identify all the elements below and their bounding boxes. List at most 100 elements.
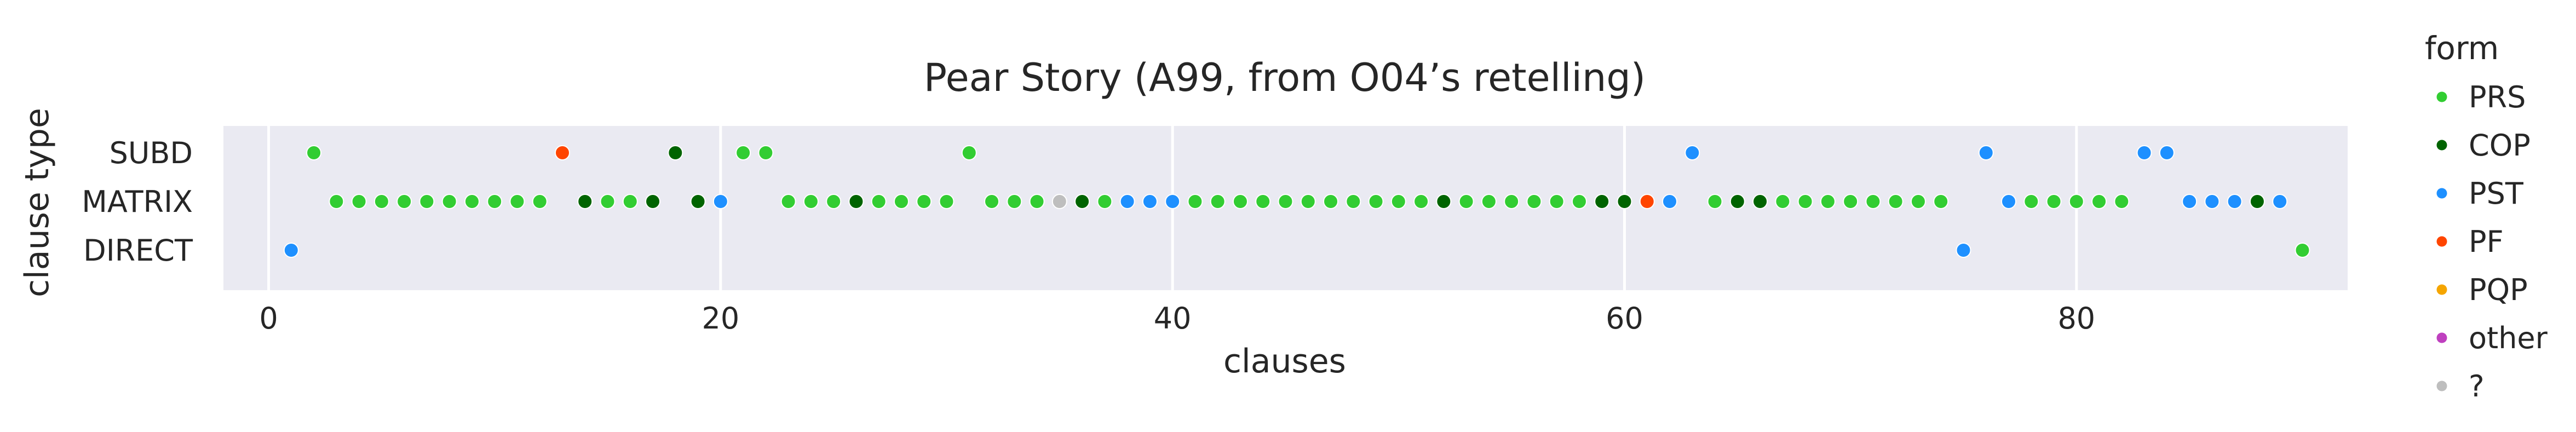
data-point — [780, 194, 796, 209]
data-point — [1865, 194, 1881, 209]
data-point — [1007, 194, 1022, 209]
data-point — [826, 194, 842, 209]
data-point — [2159, 145, 2175, 160]
data-point — [1729, 194, 1745, 209]
x-tick-label: 40 — [1154, 301, 1192, 336]
data-point — [2046, 194, 2062, 209]
y-tick-label: MATRIX — [82, 185, 193, 219]
data-point — [2227, 194, 2242, 209]
data-point — [803, 194, 819, 209]
data-points — [283, 145, 2310, 258]
data-point — [1910, 194, 1926, 209]
data-point — [351, 194, 367, 209]
data-point — [1775, 194, 1791, 209]
data-point — [622, 194, 638, 209]
x-tick-label: 80 — [2057, 301, 2095, 336]
legend-title: form — [2425, 30, 2499, 67]
data-point — [2295, 243, 2310, 258]
data-point — [554, 145, 570, 160]
data-point — [1820, 194, 1836, 209]
data-point — [2023, 194, 2039, 209]
data-point — [1571, 194, 1587, 209]
data-point — [668, 145, 683, 160]
data-point — [329, 194, 344, 209]
x-tick-labels: 0 20 40 60 80 — [259, 301, 2095, 336]
data-point — [283, 243, 299, 258]
data-point — [487, 194, 503, 209]
data-point — [306, 145, 322, 160]
legend-label: other — [2469, 321, 2548, 355]
data-point — [1323, 194, 1339, 209]
data-point — [509, 194, 525, 209]
chart-title: Pear Story (A99, from O04’s retelling) — [924, 55, 1646, 100]
data-point — [1752, 194, 1768, 209]
data-point — [1707, 194, 1723, 209]
legend-label: PF — [2469, 224, 2504, 259]
data-point — [916, 194, 932, 209]
data-point — [2182, 194, 2198, 209]
data-point — [1956, 243, 1971, 258]
data-point — [1255, 194, 1271, 209]
legend-marker — [2436, 284, 2447, 295]
data-point — [2114, 194, 2130, 209]
data-point — [1187, 194, 1203, 209]
data-point — [712, 194, 728, 209]
y-axis-label: clause type — [18, 108, 56, 297]
data-point — [2136, 145, 2152, 160]
legend-marker — [2436, 332, 2447, 343]
data-point — [961, 145, 977, 160]
data-point — [1413, 194, 1429, 209]
legend-entries: PRS COP PST PF PQP other? — [2436, 80, 2548, 404]
data-point — [1458, 194, 1474, 209]
data-point — [600, 194, 616, 209]
data-point — [1029, 194, 1045, 209]
data-point — [1526, 194, 1542, 209]
data-point — [1346, 194, 1361, 209]
data-point — [1843, 194, 1859, 209]
x-tick-label: 60 — [1606, 301, 1643, 336]
data-point — [1165, 194, 1181, 209]
data-point — [1888, 194, 1904, 209]
x-tick-label: 20 — [702, 301, 739, 336]
legend-label: PST — [2469, 176, 2524, 211]
data-point — [396, 194, 412, 209]
legend-marker — [2436, 188, 2447, 199]
data-point — [939, 194, 955, 209]
data-point — [1436, 194, 1452, 209]
data-point — [1368, 194, 1384, 209]
data-point — [1684, 145, 1700, 160]
legend: form PRS COP PST PF PQP other? — [2425, 30, 2548, 404]
data-point — [1594, 194, 1610, 209]
data-point — [1797, 194, 1813, 209]
data-point — [1978, 145, 1994, 160]
x-tick-label: 0 — [259, 301, 278, 336]
x-axis-label: clauses — [1223, 342, 1346, 381]
data-point — [1232, 194, 1248, 209]
legend-label: PQP — [2469, 273, 2528, 307]
data-point — [1662, 194, 1678, 209]
legend-marker — [2436, 381, 2447, 391]
data-point — [1097, 194, 1113, 209]
legend-marker — [2436, 236, 2447, 247]
data-point — [1504, 194, 1520, 209]
data-point — [1210, 194, 1226, 209]
data-point — [2204, 194, 2220, 209]
legend-label: COP — [2469, 128, 2531, 163]
data-point — [532, 194, 548, 209]
data-point — [645, 194, 661, 209]
data-point — [1051, 194, 1067, 209]
data-point — [984, 194, 1000, 209]
y-tick-labels: SUBD MATRIX DIRECT — [82, 136, 193, 268]
y-tick-label: SUBD — [110, 136, 193, 170]
data-point — [441, 194, 457, 209]
data-point — [758, 145, 774, 160]
data-point — [1074, 194, 1090, 209]
legend-label: PRS — [2469, 80, 2526, 114]
data-point — [871, 194, 887, 209]
data-point — [577, 194, 593, 209]
legend-marker — [2436, 140, 2447, 151]
data-point — [735, 145, 751, 160]
data-point — [2068, 194, 2084, 209]
data-point — [373, 194, 389, 209]
